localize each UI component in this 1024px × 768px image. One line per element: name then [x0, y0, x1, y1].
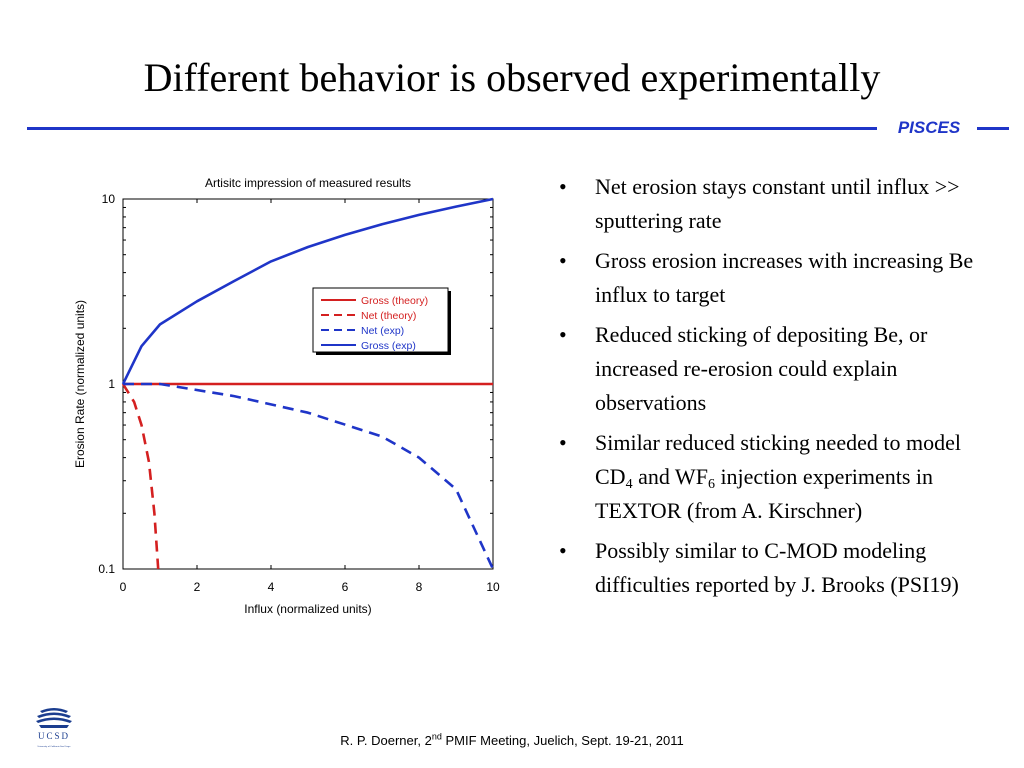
- bullet-subscript: 6: [707, 477, 715, 492]
- bullet-item: • Similar reduced sticking needed to mode…: [555, 426, 995, 528]
- series-line: [123, 382, 495, 570]
- x-tick-label: 6: [342, 580, 349, 594]
- bullet-text: Similar reduced sticking needed to model…: [595, 430, 961, 523]
- series-line: [121, 383, 160, 570]
- footer-post: PMIF Meeting, Juelich, Sept. 19-21, 2011: [441, 733, 684, 748]
- bullet-dot: •: [559, 538, 567, 563]
- ucsd-logo-icon: UCSD University of California San Diego: [36, 708, 72, 748]
- footer-sup: nd: [431, 731, 442, 742]
- bullet-dot: •: [559, 430, 567, 455]
- bullet-text: Gross erosion increases with increasing …: [595, 248, 974, 307]
- x-tick-label: 10: [486, 580, 500, 594]
- series-line: [121, 197, 494, 385]
- slide-title: Different behavior is observed experimen…: [143, 55, 881, 100]
- legend-label: Net (theory): [361, 310, 416, 322]
- footer-pre: R. P. Doerner, 2: [340, 733, 432, 748]
- bullet-dot: •: [559, 248, 567, 273]
- header-rule: [27, 127, 877, 130]
- chart-title: Artisitc impression of measured results: [205, 176, 411, 190]
- brand-label: PISCES: [897, 118, 961, 137]
- legend-label: Gross (theory): [361, 295, 428, 307]
- bullet-text-part: and WF: [632, 464, 708, 489]
- y-axis-label: Erosion Rate (normalized units): [73, 300, 87, 468]
- bullet-text: Possibly similar to C-MOD modeling diffi…: [595, 538, 959, 597]
- bullet-item: • Possibly similar to C-MOD modeling diff…: [555, 534, 995, 602]
- legend-label: Gross (exp): [361, 340, 416, 352]
- bullet-item: • Net erosion stays constant until influx…: [555, 170, 995, 238]
- bullet-text: Reduced sticking of depositing Be, or in…: [595, 322, 928, 415]
- x-tick-label: 4: [268, 580, 275, 594]
- legend-label: Net (exp): [361, 325, 404, 337]
- bullet-text-part: Similar reduced sticking needed to model…: [595, 430, 961, 489]
- y-tick-label: 0.1: [98, 562, 115, 576]
- bullet-subscript: 4: [625, 477, 633, 492]
- bullet-item: • Reduced sticking of depositing Be, or i…: [555, 318, 995, 420]
- bullet-dot: •: [559, 174, 567, 199]
- x-axis-label: Influx (normalized units): [244, 602, 371, 616]
- footer-citation: R. P. Doerner, 2nd PMIF Meeting, Juelich…: [0, 731, 1024, 749]
- bullet-text-part: injection experiments in TEXTOR (from A.…: [595, 464, 934, 523]
- y-tick-label: 1: [108, 377, 115, 391]
- header-rule-end: [977, 127, 1009, 130]
- bullet-item: • Gross erosion increases with increasing…: [555, 244, 995, 312]
- x-tick-label: 2: [194, 580, 201, 594]
- x-tick-label: 8: [416, 580, 423, 594]
- bullet-text: Net erosion stays constant until influx …: [595, 174, 960, 233]
- logo-subtext: University of California San Diego: [38, 745, 71, 748]
- logo-text: UCSD: [38, 731, 70, 741]
- legend-box: [312, 287, 449, 353]
- x-tick-label: 0: [120, 580, 127, 594]
- y-tick-label: 10: [102, 192, 116, 206]
- bullet-dot: •: [559, 322, 567, 347]
- bullet-list: • Net erosion stays constant until influx…: [555, 170, 995, 608]
- erosion-chart: Artisitc impression of measured results 0…: [73, 176, 500, 616]
